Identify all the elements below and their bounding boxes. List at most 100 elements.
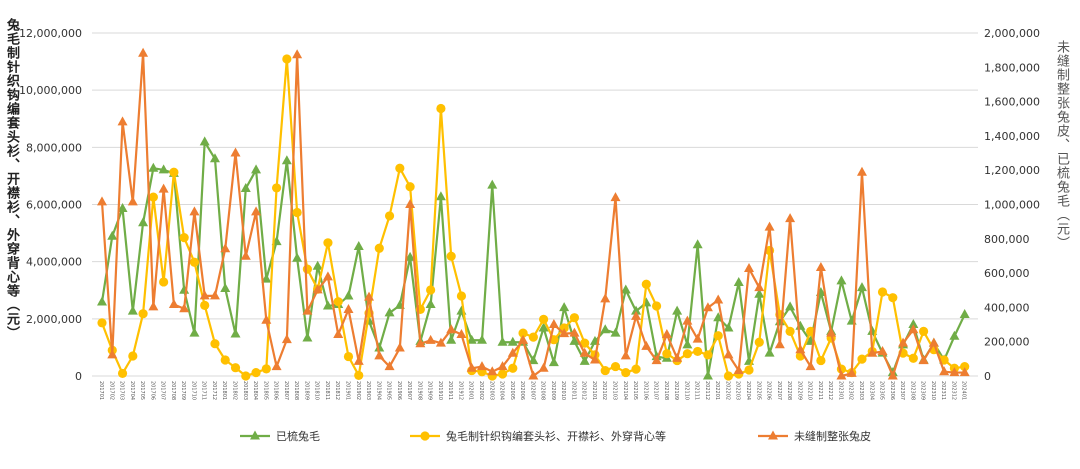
data-point — [610, 361, 621, 372]
x-tick-label: 201707 — [160, 381, 166, 400]
data-point — [682, 315, 693, 325]
data-point — [415, 338, 426, 348]
x-tick-label: 202212 — [827, 381, 833, 400]
right-tick-label: 1,200,000 — [984, 164, 1040, 177]
data-point — [918, 355, 929, 365]
data-point — [928, 337, 939, 347]
data-point — [836, 275, 847, 285]
data-point — [476, 334, 487, 344]
x-tick-label: 201802 — [232, 381, 238, 400]
data-point — [621, 367, 631, 378]
data-point — [281, 334, 292, 344]
data-point — [271, 183, 282, 193]
data-point — [856, 166, 867, 176]
data-point — [528, 355, 539, 365]
x-tick-label: 202309 — [920, 381, 926, 400]
data-point — [384, 361, 395, 371]
right-tick-label: 1,600,000 — [984, 96, 1040, 109]
data-point — [128, 351, 138, 361]
x-tick-label: 201810 — [314, 381, 320, 400]
data-point — [600, 324, 611, 334]
data-point — [302, 332, 313, 342]
x-tick-label: 201704 — [129, 381, 135, 400]
data-point — [497, 336, 508, 346]
data-point — [353, 355, 364, 365]
legend-label: 已梳兔毛 — [276, 429, 320, 443]
data-point — [846, 367, 857, 377]
data-point — [281, 155, 292, 165]
data-point — [887, 370, 898, 380]
data-point — [703, 350, 713, 360]
x-tick-label: 201708 — [170, 381, 176, 400]
data-point — [354, 370, 364, 381]
data-point — [158, 164, 169, 174]
legend-marker — [250, 430, 260, 440]
legend-label: 未缝制整张兔皮 — [794, 429, 871, 443]
data-point — [949, 330, 960, 340]
data-point — [805, 361, 816, 371]
left-tick-label: 4,000,000 — [26, 256, 82, 269]
data-point — [200, 300, 210, 310]
x-tick-label: 202103 — [612, 381, 618, 400]
data-point — [579, 347, 590, 357]
data-point — [446, 324, 457, 334]
data-point — [158, 183, 169, 193]
data-point — [189, 327, 200, 337]
data-point — [610, 192, 621, 202]
data-point — [148, 301, 159, 311]
x-tick-label: 202209 — [796, 381, 802, 400]
data-point — [426, 285, 436, 295]
left-tick-label: 6,000,000 — [26, 199, 82, 212]
data-point — [435, 337, 446, 347]
x-tick-label: 202105 — [632, 381, 638, 400]
data-point — [343, 290, 354, 300]
x-tick-label: 201705 — [139, 381, 145, 400]
data-point — [651, 355, 662, 365]
data-point — [271, 361, 282, 371]
data-point — [435, 191, 446, 201]
x-tick-label: 202012 — [581, 381, 587, 400]
data-point — [210, 339, 220, 349]
data-point — [292, 252, 303, 262]
x-tick-label: 202306 — [889, 381, 895, 400]
data-point — [548, 357, 559, 367]
data-point — [949, 367, 960, 377]
data-point — [898, 337, 909, 347]
data-point — [322, 300, 333, 310]
data-point — [939, 366, 950, 376]
data-point — [240, 182, 251, 192]
data-point — [97, 318, 107, 328]
x-tick-label: 202009 — [550, 381, 556, 400]
data-point — [959, 309, 970, 319]
data-point — [425, 334, 436, 344]
data-point — [754, 337, 764, 347]
data-point — [682, 339, 693, 349]
data-point — [240, 250, 251, 260]
x-tick-label: 201903 — [365, 381, 371, 400]
x-tick-label: 202110 — [683, 381, 689, 400]
x-tick-label: 202007 — [529, 381, 535, 400]
x-tick-label: 202008 — [540, 381, 546, 400]
data-point — [610, 327, 621, 337]
data-point — [466, 334, 477, 344]
x-tick-label: 201901 — [344, 381, 350, 400]
x-tick-label: 201905 — [386, 381, 392, 400]
x-tick-label: 201906 — [396, 381, 402, 400]
data-point — [548, 319, 559, 329]
data-point — [507, 347, 518, 357]
legend-label: 兔毛制针织钩编套头衫、开襟衫、外穿背心等 — [446, 429, 666, 443]
x-tick-label: 202310 — [930, 381, 936, 400]
x-tick-label: 201808 — [293, 381, 299, 400]
data-point — [220, 283, 231, 293]
data-point — [631, 310, 642, 320]
data-point — [323, 238, 333, 248]
data-point — [138, 217, 149, 227]
data-point — [148, 192, 158, 202]
x-tick-label: 202307 — [899, 381, 905, 400]
data-point — [580, 338, 590, 348]
data-point — [507, 336, 518, 346]
data-point — [374, 342, 385, 352]
x-tick-label: 202010 — [560, 381, 566, 400]
data-point — [405, 251, 416, 261]
